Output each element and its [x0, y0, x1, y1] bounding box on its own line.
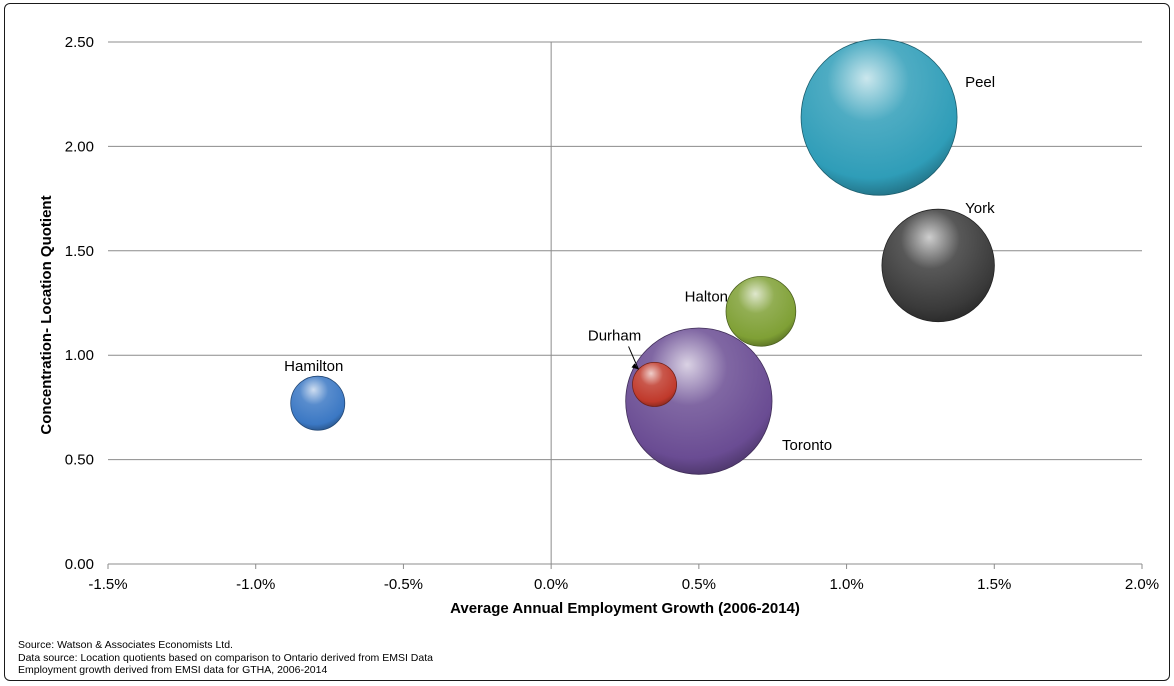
y-tick-label: 1.00	[65, 347, 94, 364]
y-tick-label: 0.50	[65, 452, 94, 469]
source-line: Source: Watson & Associates Economists L…	[18, 639, 233, 651]
bubble-durham	[632, 361, 678, 407]
x-tick-label: -1.0%	[236, 576, 275, 593]
x-tick-label: -1.5%	[88, 576, 127, 593]
y-axis-title: Concentration- Location Quotient	[38, 195, 55, 434]
bubble-label-toronto: Toronto	[782, 437, 832, 454]
x-tick-label: 2.0%	[1125, 576, 1159, 593]
x-tick-label: 1.0%	[829, 576, 863, 593]
bubble-label-hamilton: Hamilton	[284, 358, 343, 375]
leader-line	[628, 346, 640, 370]
bubbles	[290, 38, 995, 475]
y-tick-label: 2.00	[65, 138, 94, 155]
axes: 0.00 0.50 1.00 1.50 2.00 2.50 -1.5% -1.0% -0.5% 0…	[65, 34, 1159, 593]
x-tick-label: 1.5%	[977, 576, 1011, 593]
chart-frame	[4, 3, 1170, 681]
grid	[108, 41, 1142, 565]
x-axis-title: Average Annual Employment Growth (2006-2…	[450, 600, 800, 617]
y-tick-label: 2.50	[65, 34, 94, 51]
x-tick-label: 0.5%	[682, 576, 716, 593]
leader-arrowhead	[631, 363, 639, 370]
y-tick-label: 0.00	[65, 556, 94, 573]
x-tick-label: 0.0%	[534, 576, 568, 593]
bubble-label-peel: Peel	[965, 74, 995, 91]
bubble-halton	[725, 276, 797, 347]
source-line: Data source: Location quotients based on…	[18, 651, 433, 664]
bubble-labels: Peel Toronto York Halton Hamilton Durham	[284, 74, 995, 454]
x-tick-label: -0.5%	[384, 576, 423, 593]
y-tick-label: 1.50	[65, 243, 94, 260]
bubble-label-durham: Durham	[588, 327, 641, 344]
source-notes: Source: Watson & Associates Economists L…	[18, 639, 433, 677]
bubble-label-york: York	[965, 200, 995, 217]
source-line: Employment growth derived from EMSI data…	[18, 664, 328, 676]
bubble-label-halton: Halton	[685, 288, 728, 305]
bubble-peel	[800, 38, 958, 196]
bubble-york	[881, 208, 995, 323]
bubble-hamilton	[290, 375, 346, 431]
